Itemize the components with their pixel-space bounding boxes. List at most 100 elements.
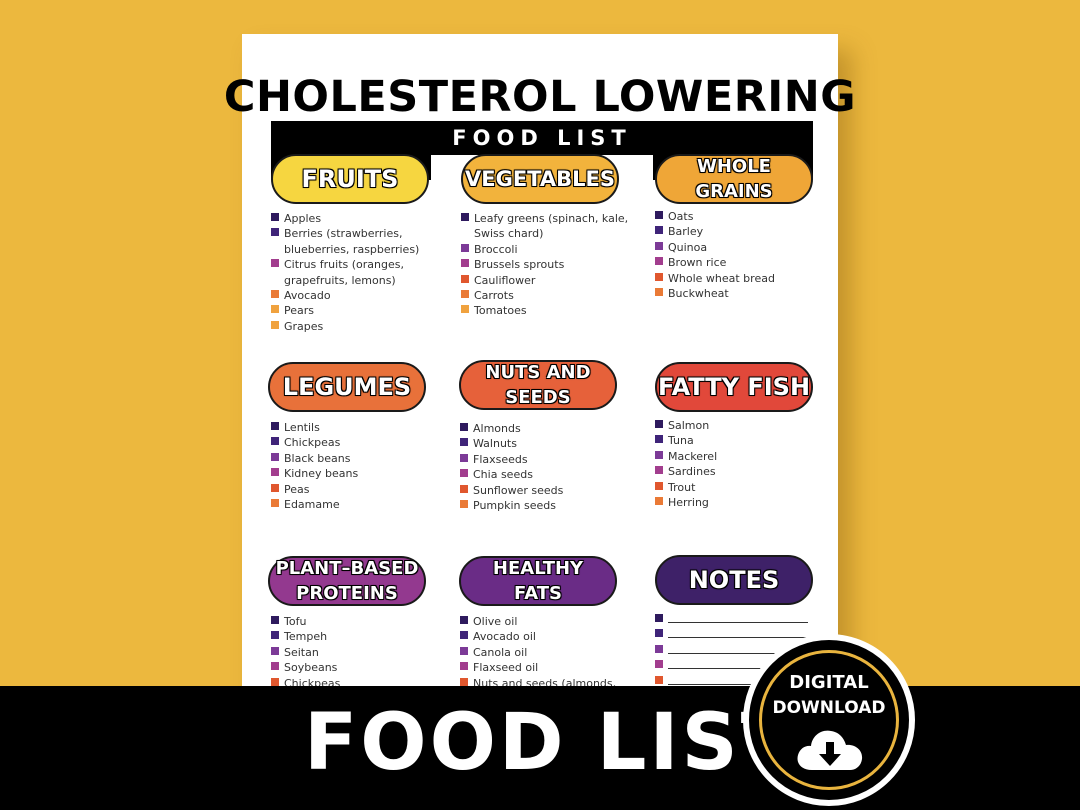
- list-item: Barley: [655, 224, 775, 239]
- list-item: Citrus fruits (oranges,: [271, 257, 419, 272]
- list-item-text: Brown rice: [668, 256, 727, 270]
- section-title-line1: NUTS AND: [485, 362, 591, 383]
- bullet-square-icon: [655, 614, 663, 622]
- bullet-square-icon: [271, 677, 279, 686]
- item-list-legumes: Lentils Chickpeas Black beans Kidney beans P…: [271, 420, 358, 512]
- list-item: Sardines: [655, 464, 717, 479]
- bullet-square-icon: [271, 452, 279, 461]
- list-item-text: Swiss chard): [474, 227, 544, 241]
- bullet-square-icon: [655, 211, 663, 219]
- badge-text-line1: DIGITAL: [789, 672, 869, 693]
- list-item-text: Chickpeas: [284, 436, 341, 450]
- section-header-nuts-and-seeds: NUTS AND SEEDS: [459, 360, 617, 410]
- note-line-item: [655, 643, 808, 658]
- section-header-fatty-fish: FATTY FISH: [655, 362, 813, 412]
- list-item: Herring: [655, 495, 717, 510]
- bullet-square-icon: [271, 213, 279, 221]
- item-list-vegetables: Leafy greens (spinach, kale, Swiss chard)…: [461, 211, 628, 319]
- bullet-square-icon: [271, 275, 279, 283]
- item-list-fatty-fish: Salmon Tuna Mackerel Sardines Trout Herring: [655, 418, 717, 510]
- list-item: Grapes: [271, 319, 419, 334]
- list-item-text: Salmon: [668, 419, 710, 432]
- list-item-text: Flaxseeds: [473, 452, 528, 466]
- list-item-text: Pumpkin seeds: [473, 498, 556, 512]
- item-list-nuts-and-seeds: Almonds Walnuts Flaxseeds Chia seeds Sunflow…: [460, 421, 563, 513]
- list-item: Tofu: [271, 614, 340, 629]
- list-item-text: Sardines: [668, 465, 716, 479]
- bullet-square-icon: [461, 289, 469, 298]
- list-item: Pears: [271, 303, 419, 318]
- bullet-square-icon: [271, 662, 279, 671]
- bullet-square-icon: [655, 257, 663, 266]
- bullet-square-icon: [460, 453, 468, 462]
- item-list-healthy-fats: Olive oil Avocado oil Canola oil Flaxseed o…: [460, 614, 616, 691]
- bullet-square-icon: [655, 481, 663, 490]
- list-item-text: Mackerel: [668, 449, 718, 463]
- list-item: Chickpeas: [271, 435, 358, 450]
- list-item-text: Leafy greens (spinach, kale,: [474, 212, 629, 225]
- list-item-text: Tuna: [668, 434, 694, 448]
- bullet-square-icon: [655, 272, 663, 281]
- section-header-notes: NOTES: [655, 555, 813, 605]
- bullet-square-icon: [461, 213, 469, 221]
- list-item-text: Brussels sprouts: [474, 258, 565, 272]
- list-item-text: Herring: [668, 495, 709, 509]
- bullet-square-icon: [271, 305, 279, 314]
- item-list-whole-grains: Oats Barley Quinoa Brown rice Whole wheat br…: [655, 209, 775, 301]
- badge-text-line2: DOWNLOAD: [772, 698, 886, 718]
- list-item: Cauliflower: [461, 273, 628, 288]
- list-item-text: Trout: [668, 480, 696, 494]
- bullet-square-icon: [460, 499, 468, 508]
- section-header-legumes: LEGUMES: [268, 362, 426, 412]
- section-title: NOTES: [688, 566, 780, 594]
- bullet-square-icon: [655, 435, 663, 444]
- list-item-text: Tofu: [284, 615, 307, 628]
- list-item-text: Walnuts: [473, 437, 517, 451]
- list-item: Tomatoes: [461, 303, 628, 318]
- list-item-text: Whole wheat bread: [668, 271, 775, 285]
- bullet-square-icon: [461, 274, 469, 283]
- cloud-download-icon: [797, 730, 863, 770]
- list-item: blueberries, raspberries): [271, 242, 419, 257]
- list-item: Whole wheat bread: [655, 271, 775, 286]
- list-item: Apples: [271, 211, 419, 226]
- note-line: [668, 668, 808, 670]
- list-item-text: Seitan: [284, 645, 319, 659]
- list-item: Avocado oil: [460, 629, 616, 644]
- list-item-text: Pears: [284, 304, 315, 318]
- list-item-text: Lentils: [284, 421, 320, 434]
- list-item-text: Black beans: [284, 451, 351, 465]
- list-item: Avocado: [271, 288, 419, 303]
- list-item-text: Avocado oil: [473, 630, 536, 644]
- list-item-text: Chia seeds: [473, 468, 533, 482]
- section-title-line2: PROTEINS: [296, 583, 398, 604]
- section-title: VEGETABLES: [465, 167, 615, 191]
- list-item-text: Broccoli: [474, 242, 518, 256]
- list-item: Tuna: [655, 433, 717, 448]
- list-item-text: Cauliflower: [474, 273, 536, 287]
- digital-download-badge: DIGITAL DOWNLOAD: [743, 634, 915, 806]
- bullet-square-icon: [655, 450, 663, 459]
- list-item: Lentils: [271, 420, 358, 435]
- list-item: Olive oil: [460, 614, 616, 629]
- list-item-text: Flaxseed oil: [473, 661, 539, 675]
- note-line: [668, 652, 808, 654]
- list-item: Flaxseeds: [460, 452, 563, 467]
- list-item: Trout: [655, 480, 717, 495]
- note-line-item: [655, 612, 808, 627]
- bullet-square-icon: [655, 420, 663, 428]
- list-item: Quinoa: [655, 240, 775, 255]
- section-title-line1: HEALTHY: [492, 558, 584, 579]
- section-title-line1: WHOLE: [696, 156, 771, 177]
- list-item-text: Kidney beans: [284, 467, 359, 481]
- bullet-square-icon: [271, 259, 279, 268]
- list-item-text: Apples: [284, 212, 322, 225]
- item-list-plant-based-proteins: Tofu Tempeh Seitan Soybeans Chickpeas: [271, 614, 340, 691]
- bullet-square-icon: [271, 289, 279, 298]
- bullet-square-icon: [460, 484, 468, 493]
- bullet-square-icon: [655, 644, 663, 653]
- badge-ring: [759, 650, 899, 790]
- bullet-square-icon: [271, 422, 279, 430]
- note-line-item: [655, 658, 808, 673]
- list-item: Seitan: [271, 645, 340, 660]
